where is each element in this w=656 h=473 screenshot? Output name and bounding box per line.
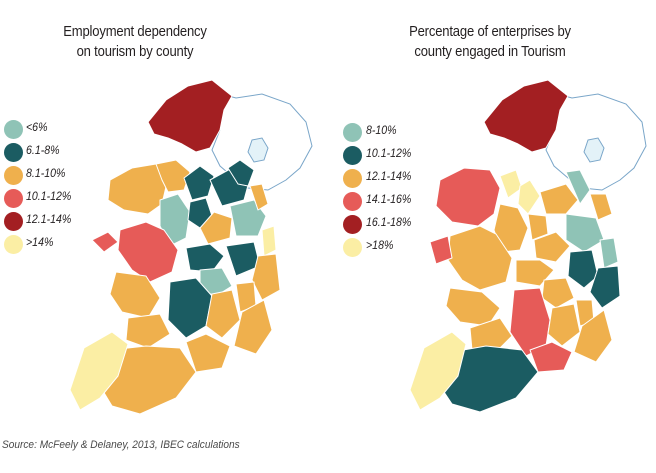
right-county-mayo	[435, 167, 501, 227]
right-legend-swatch	[343, 192, 362, 211]
right-county-kerry	[409, 331, 467, 411]
left-legend-label: 6.1-8%	[26, 145, 60, 157]
right-title-line-1: Percentage of enterprises by	[409, 24, 571, 40]
left-legend-label: >14%	[26, 237, 54, 249]
right-map-title: Percentage of enterprises by county enga…	[369, 22, 612, 62]
left-county-westmeath	[199, 211, 233, 245]
right-legend-swatch	[343, 123, 362, 142]
left-county-limerick	[125, 313, 171, 349]
left-title-line-1: Employment dependency	[63, 24, 207, 40]
left-county-monaghan	[227, 159, 255, 187]
source-note: Source: McFeely & Delaney, 2013, IBEC ca…	[2, 439, 240, 451]
right-legend-swatch	[343, 146, 362, 165]
right-county-cavan	[539, 183, 579, 215]
right-county-louth	[589, 193, 613, 221]
right-legend-label: 14.1-16%	[366, 194, 412, 206]
right-county-wexford	[573, 309, 613, 363]
left-county-louth	[249, 183, 269, 211]
left-legend-label: <6%	[26, 122, 48, 134]
left-county-sligo	[155, 159, 191, 193]
left-county-galway	[117, 221, 179, 283]
right-legend-swatch	[343, 169, 362, 188]
right-county-dublin	[599, 237, 619, 269]
right-county-kilkenny	[547, 303, 581, 347]
right-ireland-map	[409, 79, 647, 413]
right-county-roscommon	[493, 203, 529, 253]
right-county-galway-coast	[429, 235, 453, 265]
left-county-galway-coast	[91, 231, 119, 253]
right-county-kildare	[567, 249, 599, 289]
right-county-leitrim	[517, 179, 541, 215]
left-county-kerry	[69, 331, 129, 411]
right-legend-swatch	[343, 215, 362, 234]
left-county-waterford	[185, 333, 231, 373]
left-county-wicklow	[251, 253, 281, 301]
left-map-title: Employment dependency on tourism by coun…	[27, 22, 243, 62]
left-county-roscommon	[159, 193, 191, 247]
right-county-laois	[541, 277, 575, 309]
right-county-monaghan	[565, 169, 591, 205]
right-county-meath	[565, 213, 605, 253]
left-legend-label: 10.1-12%	[26, 191, 72, 203]
left-county-meath	[229, 199, 267, 237]
left-legend-swatch	[4, 235, 23, 254]
left-county-dublin	[261, 225, 277, 257]
right-county-longford	[527, 213, 549, 241]
left-legend-label: 12.1-14%	[26, 214, 72, 226]
right-county-galway	[447, 225, 513, 291]
right-county-waterford	[529, 341, 573, 373]
right-legend-label: 8-10%	[366, 125, 397, 137]
right-county-westmeath	[533, 231, 571, 263]
left-legend-swatch	[4, 120, 23, 139]
left-county-offaly	[185, 243, 225, 273]
left-legend-swatch	[4, 212, 23, 231]
left-legend-swatch	[4, 143, 23, 162]
right-legend-label: 16.1-18%	[366, 217, 412, 229]
left-title-line-2: on tourism by county	[76, 44, 194, 60]
right-title-line-2: county engaged in Tourism	[414, 44, 566, 60]
left-county-leitrim	[183, 165, 215, 201]
right-county-donegal	[483, 79, 569, 153]
left-legend-label: 8.1-10%	[26, 168, 66, 180]
right-county-limerick	[469, 317, 513, 355]
left-lough-neagh	[247, 137, 269, 163]
right-legend-label: >18%	[366, 240, 394, 252]
left-county-wexford	[233, 299, 273, 355]
left-county-kilkenny	[205, 289, 241, 339]
left-ireland-map	[69, 79, 313, 415]
right-legend-label: 10.1-12%	[366, 148, 412, 160]
right-lough-neagh	[583, 137, 605, 163]
right-legend-swatch	[343, 238, 362, 257]
right-legend-label: 12.1-14%	[366, 171, 412, 183]
left-legend-swatch	[4, 189, 23, 208]
right-county-wicklow	[589, 265, 621, 309]
left-legend-swatch	[4, 166, 23, 185]
left-county-donegal	[147, 79, 233, 153]
